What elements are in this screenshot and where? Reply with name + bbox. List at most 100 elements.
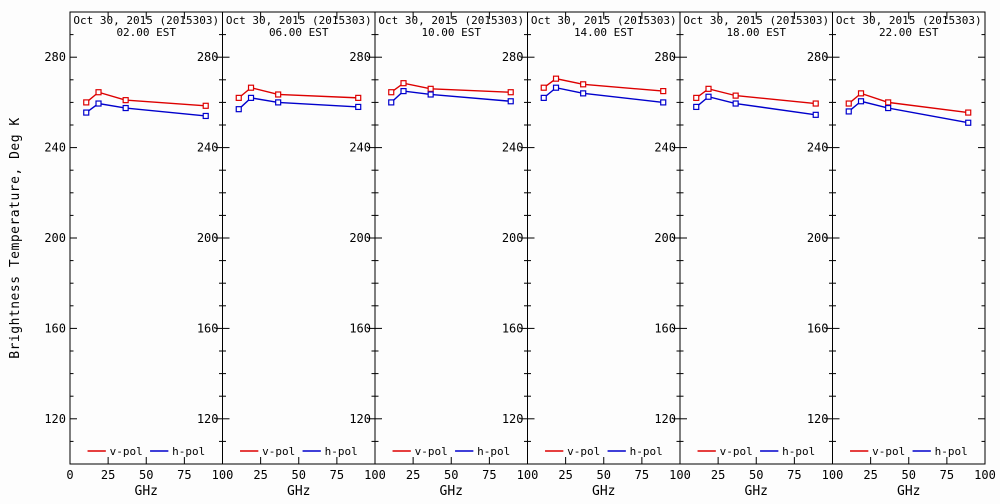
x-tick-label: 100 <box>364 468 386 482</box>
y-tick-label: 160 <box>349 321 371 335</box>
y-tick-label: 240 <box>349 141 371 155</box>
x-tick-label: 75 <box>787 468 801 482</box>
series-h-pol-marker <box>812 111 819 118</box>
series-v-pol-marker <box>400 80 407 87</box>
legend-v-pol-label: v-pol <box>720 445 753 458</box>
x-tick-label: 100 <box>669 468 691 482</box>
series-v-pol-marker <box>693 94 700 101</box>
x-tick-label: 25 <box>253 468 267 482</box>
x-tick-label: 100 <box>212 468 234 482</box>
y-tick-label: 200 <box>654 231 676 245</box>
legend-h-pol-label: h-pol <box>782 445 815 458</box>
legend-v-pol-label: v-pol <box>567 445 600 458</box>
series-h-pol-line <box>695 95 816 116</box>
series-h-pol-marker <box>247 94 255 101</box>
panel-3: 120 160 200 240 280 25 50 75 100 GHz Oct 30, 2015 … <box>349 11 539 499</box>
y-tick-label: 120 <box>502 412 524 426</box>
y-tick-label: 200 <box>807 231 829 245</box>
series-v-pol-marker <box>552 75 560 82</box>
series-v-pol-marker <box>83 99 90 106</box>
series-h-pol-marker <box>355 103 362 111</box>
x-tick-label: 50 <box>292 468 306 482</box>
series-v-pol-line <box>695 88 816 105</box>
y-tick-label: 120 <box>197 412 219 426</box>
x-axis-unit: GHz <box>287 484 310 499</box>
x-tick-label: 50 <box>139 468 153 482</box>
y-tick-label: 280 <box>349 50 371 64</box>
series-h-pol-marker <box>275 99 282 106</box>
y-tick-label: 280 <box>807 50 829 64</box>
panel-title-time: 18.00 EST <box>726 26 786 39</box>
y-tick-label: 160 <box>807 321 829 335</box>
series-h-pol-line <box>390 90 511 103</box>
x-tick-label: 0 <box>66 468 73 482</box>
legend-h-pol-label: h-pol <box>172 445 205 458</box>
series-h-pol-marker <box>885 104 892 112</box>
series-v-pol-marker <box>540 84 547 91</box>
y-tick-label: 200 <box>349 231 371 245</box>
legend-v-pol-label: v-pol <box>872 445 905 458</box>
series-h-pol-marker <box>83 109 90 116</box>
x-tick-label: 75 <box>635 468 649 482</box>
x-tick-label: 75 <box>330 468 344 482</box>
y-tick-label: 120 <box>349 412 371 426</box>
y-axis-label: Brightness Temperature, Deg K <box>8 117 23 359</box>
panel-frame <box>832 11 986 465</box>
series-v-pol-line <box>848 92 969 114</box>
series-h-pol-marker <box>845 108 852 115</box>
x-tick-label: 100 <box>822 468 844 482</box>
x-axis-unit: GHz <box>135 484 158 499</box>
series-v-pol-marker <box>235 94 242 101</box>
legend-v-pol-label: v-pol <box>262 445 295 458</box>
y-tick-label: 240 <box>654 141 676 155</box>
x-tick-label: 25 <box>101 468 115 482</box>
y-tick-label: 240 <box>502 141 524 155</box>
series-h-pol-line <box>85 102 206 117</box>
series-v-pol-marker <box>660 87 667 95</box>
panel-title-date: Oct 30, 2015 (2015303) <box>531 14 677 27</box>
y-tick-label: 280 <box>502 50 524 64</box>
y-tick-label: 240 <box>807 141 829 155</box>
series-h-pol-marker <box>732 100 739 107</box>
y-tick-label: 160 <box>502 321 524 335</box>
series-v-pol-marker <box>427 85 434 92</box>
series-h-pol-marker <box>693 103 700 111</box>
x-tick-label: 25 <box>863 468 877 482</box>
legend-v-pol-label: v-pol <box>415 445 448 458</box>
panel-title-time: 14.00 EST <box>574 26 634 39</box>
panel-title-time: 10.00 EST <box>421 26 481 39</box>
y-tick-label: 160 <box>44 321 66 335</box>
y-tick-label: 240 <box>197 141 219 155</box>
series-h-pol-marker <box>202 112 209 120</box>
panel-2: 120 160 200 240 280 25 50 75 100 GHz Oct 30, 2015 … <box>197 11 386 499</box>
series-h-pol-marker <box>857 98 865 105</box>
y-tick-label: 120 <box>44 412 66 426</box>
panel-title-time: 22.00 EST <box>879 26 939 39</box>
x-tick-label: 100 <box>517 468 539 482</box>
series-h-pol-line <box>238 97 359 110</box>
x-tick-label: 50 <box>902 468 916 482</box>
x-tick-label: 25 <box>406 468 420 482</box>
series-v-pol-marker <box>202 102 209 109</box>
series-v-pol-marker <box>580 81 587 88</box>
series-v-pol-line <box>390 82 511 93</box>
series-v-pol-marker <box>845 100 852 107</box>
series-h-pol-marker <box>122 104 129 112</box>
series-v-pol-line <box>543 77 664 92</box>
series-v-pol-line <box>238 86 359 99</box>
series-v-pol-marker <box>812 100 819 107</box>
panel-title-date: Oct 30, 2015 (2015303) <box>226 14 372 27</box>
panel-title-date: Oct 30, 2015 (2015303) <box>73 14 219 27</box>
series-h-pol-marker <box>552 84 560 91</box>
series-h-pol-marker <box>507 98 514 105</box>
x-axis-unit: GHz <box>592 484 615 499</box>
panel-title-date: Oct 30, 2015 (2015303) <box>683 14 829 27</box>
legend-v-pol-label: v-pol <box>110 445 143 458</box>
series-v-pol-marker <box>247 84 255 91</box>
panel-4: 120 160 200 240 280 25 50 75 100 GHz Oct 30, 2015 … <box>502 11 691 499</box>
series-h-pol-line <box>848 100 969 124</box>
panel-5: 120 160 200 240 280 25 50 75 100 GHz Oct 30, 2015 … <box>654 11 844 499</box>
series-h-pol-marker <box>660 99 667 106</box>
